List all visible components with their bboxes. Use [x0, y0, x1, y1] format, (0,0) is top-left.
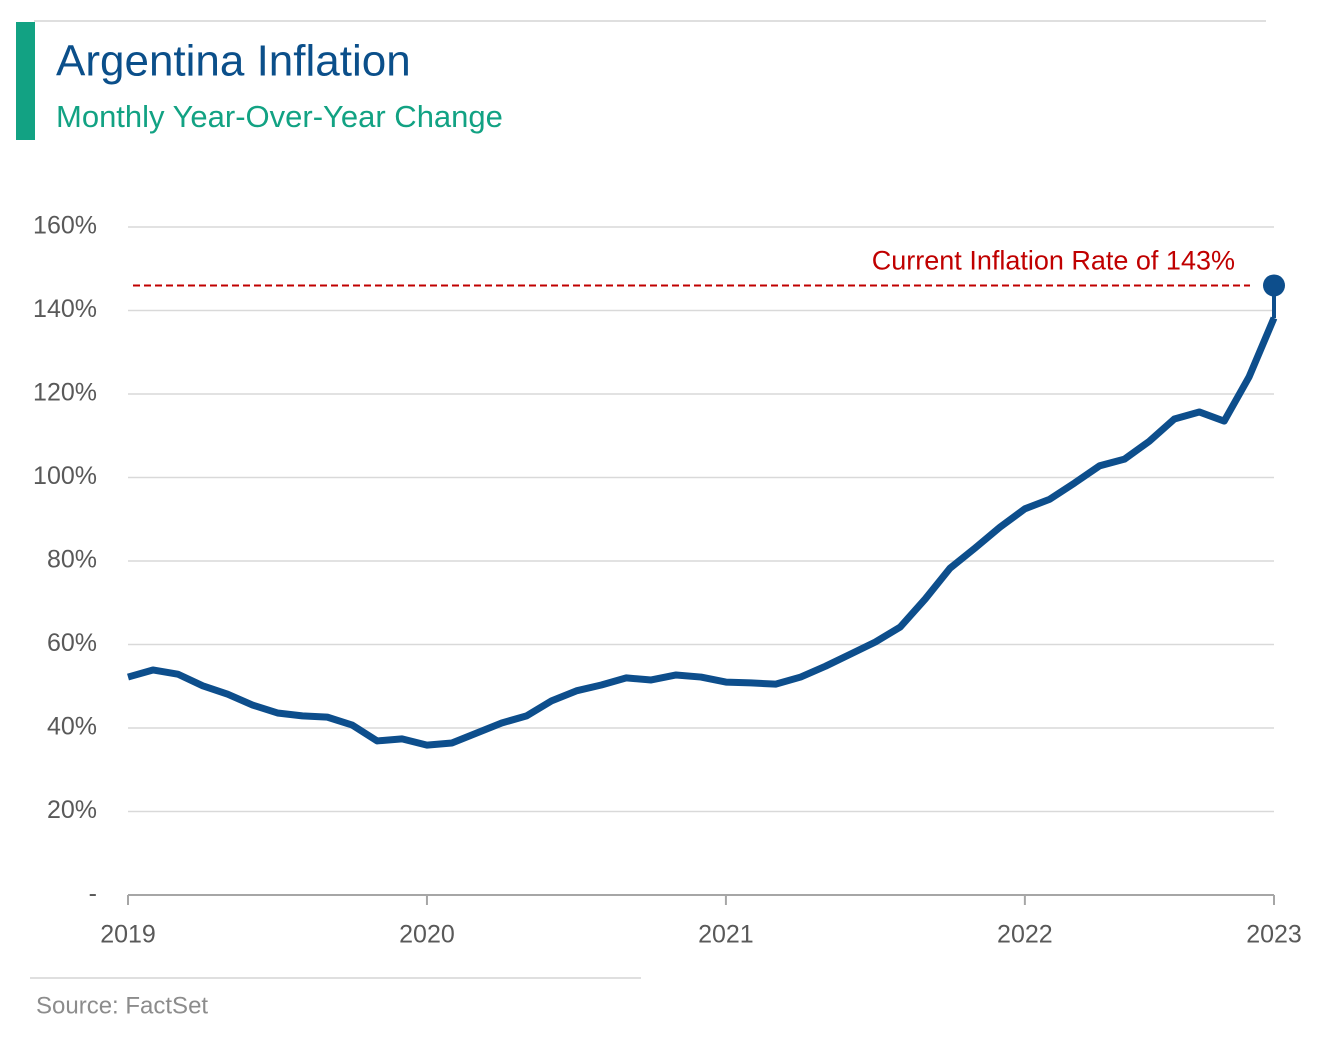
y-tick-label: - — [89, 880, 97, 908]
chart-title: Argentina Inflation — [56, 37, 411, 86]
y-tick-label: 60% — [47, 629, 97, 657]
x-tick-label: 2020 — [399, 921, 455, 949]
y-tick-label: 120% — [33, 379, 97, 407]
x-tick-label: 2021 — [698, 921, 754, 949]
highlight-dot — [1263, 274, 1285, 297]
y-tick-label: 80% — [47, 546, 97, 574]
y-tick-label: 40% — [47, 713, 97, 741]
y-tick-label: 100% — [33, 462, 97, 490]
chart-subtitle: Monthly Year-Over-Year Change — [56, 99, 503, 134]
source: Source: FactSet — [36, 992, 208, 1019]
x-tick-label: 2019 — [100, 921, 156, 949]
y-tick-label: 20% — [47, 796, 97, 824]
highlight-label: Current Inflation Rate of 143% — [872, 246, 1235, 276]
x-tick-label: 2023 — [1246, 921, 1302, 949]
y-tick-label: 140% — [33, 295, 97, 323]
series-line — [127, 316, 1278, 749]
accent-bar — [16, 22, 35, 140]
y-tick-label: 160% — [33, 212, 97, 240]
x-tick-label: 2022 — [997, 921, 1053, 949]
